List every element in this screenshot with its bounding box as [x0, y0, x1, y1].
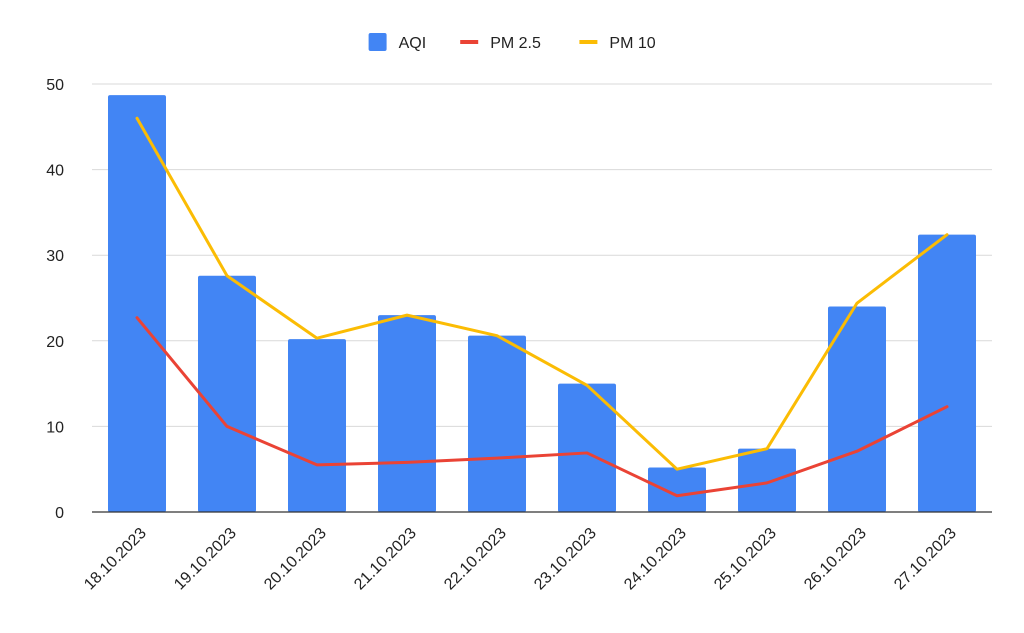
bar-series-aqi [108, 95, 976, 513]
legend-item-pm-2-5: PM 2.5 [460, 35, 541, 52]
bar-aqi-7 [648, 467, 706, 512]
bar-aqi-3 [288, 339, 346, 512]
x-tick-label: 25.10.2023 [711, 525, 780, 594]
bar-aqi-10 [918, 234, 976, 512]
bar-aqi-5 [468, 335, 526, 512]
bar-aqi-9 [828, 306, 886, 512]
bar-aqi-6 [558, 383, 616, 512]
bar-aqi-4 [378, 315, 436, 512]
x-tick-label: 27.10.2023 [891, 525, 960, 594]
legend-item-pm-10: PM 10 [579, 35, 656, 52]
x-tick-label: 24.10.2023 [621, 525, 690, 594]
bar-aqi-2 [198, 275, 256, 512]
y-tick-label: 10 [46, 419, 64, 436]
legend-label-aqi: AQI [399, 35, 427, 52]
y-tick-label: 40 [46, 163, 64, 180]
y-tick-label: 30 [46, 248, 64, 265]
legend: AQI PM 2.5 PM 10 [368, 33, 656, 52]
y-axis-ticks: 0 10 20 30 40 50 [46, 77, 64, 522]
legend-swatch-pm-10 [579, 40, 598, 44]
x-axis-ticks: 18.10.2023 19.10.2023 20.10.2023 21.10.2023… [81, 525, 960, 594]
legend-swatch-pm-2-5 [460, 40, 479, 44]
x-tick-label: 19.10.2023 [171, 525, 240, 594]
y-tick-label: 0 [55, 505, 64, 522]
line-pm-2-5 [135, 316, 949, 498]
y-tick-label: 20 [46, 334, 64, 351]
legend-item-aqi: AQI [368, 33, 427, 52]
y-tick-label: 50 [46, 77, 64, 94]
x-tick-label: 26.10.2023 [801, 525, 870, 594]
x-tick-label: 22.10.2023 [441, 525, 510, 594]
x-tick-label: 21.10.2023 [351, 525, 420, 594]
line-series [135, 116, 949, 498]
x-tick-label: 18.10.2023 [81, 525, 150, 594]
legend-swatch-aqi [368, 33, 387, 51]
bar-aqi-8 [738, 448, 796, 512]
legend-label-pm-10: PM 10 [609, 35, 655, 52]
x-tick-label: 23.10.2023 [531, 525, 600, 594]
x-tick-label: 20.10.2023 [261, 525, 330, 594]
bar-aqi-1 [108, 95, 166, 513]
legend-label-pm-2-5: PM 2.5 [490, 35, 541, 52]
line-pm-10 [135, 116, 949, 471]
